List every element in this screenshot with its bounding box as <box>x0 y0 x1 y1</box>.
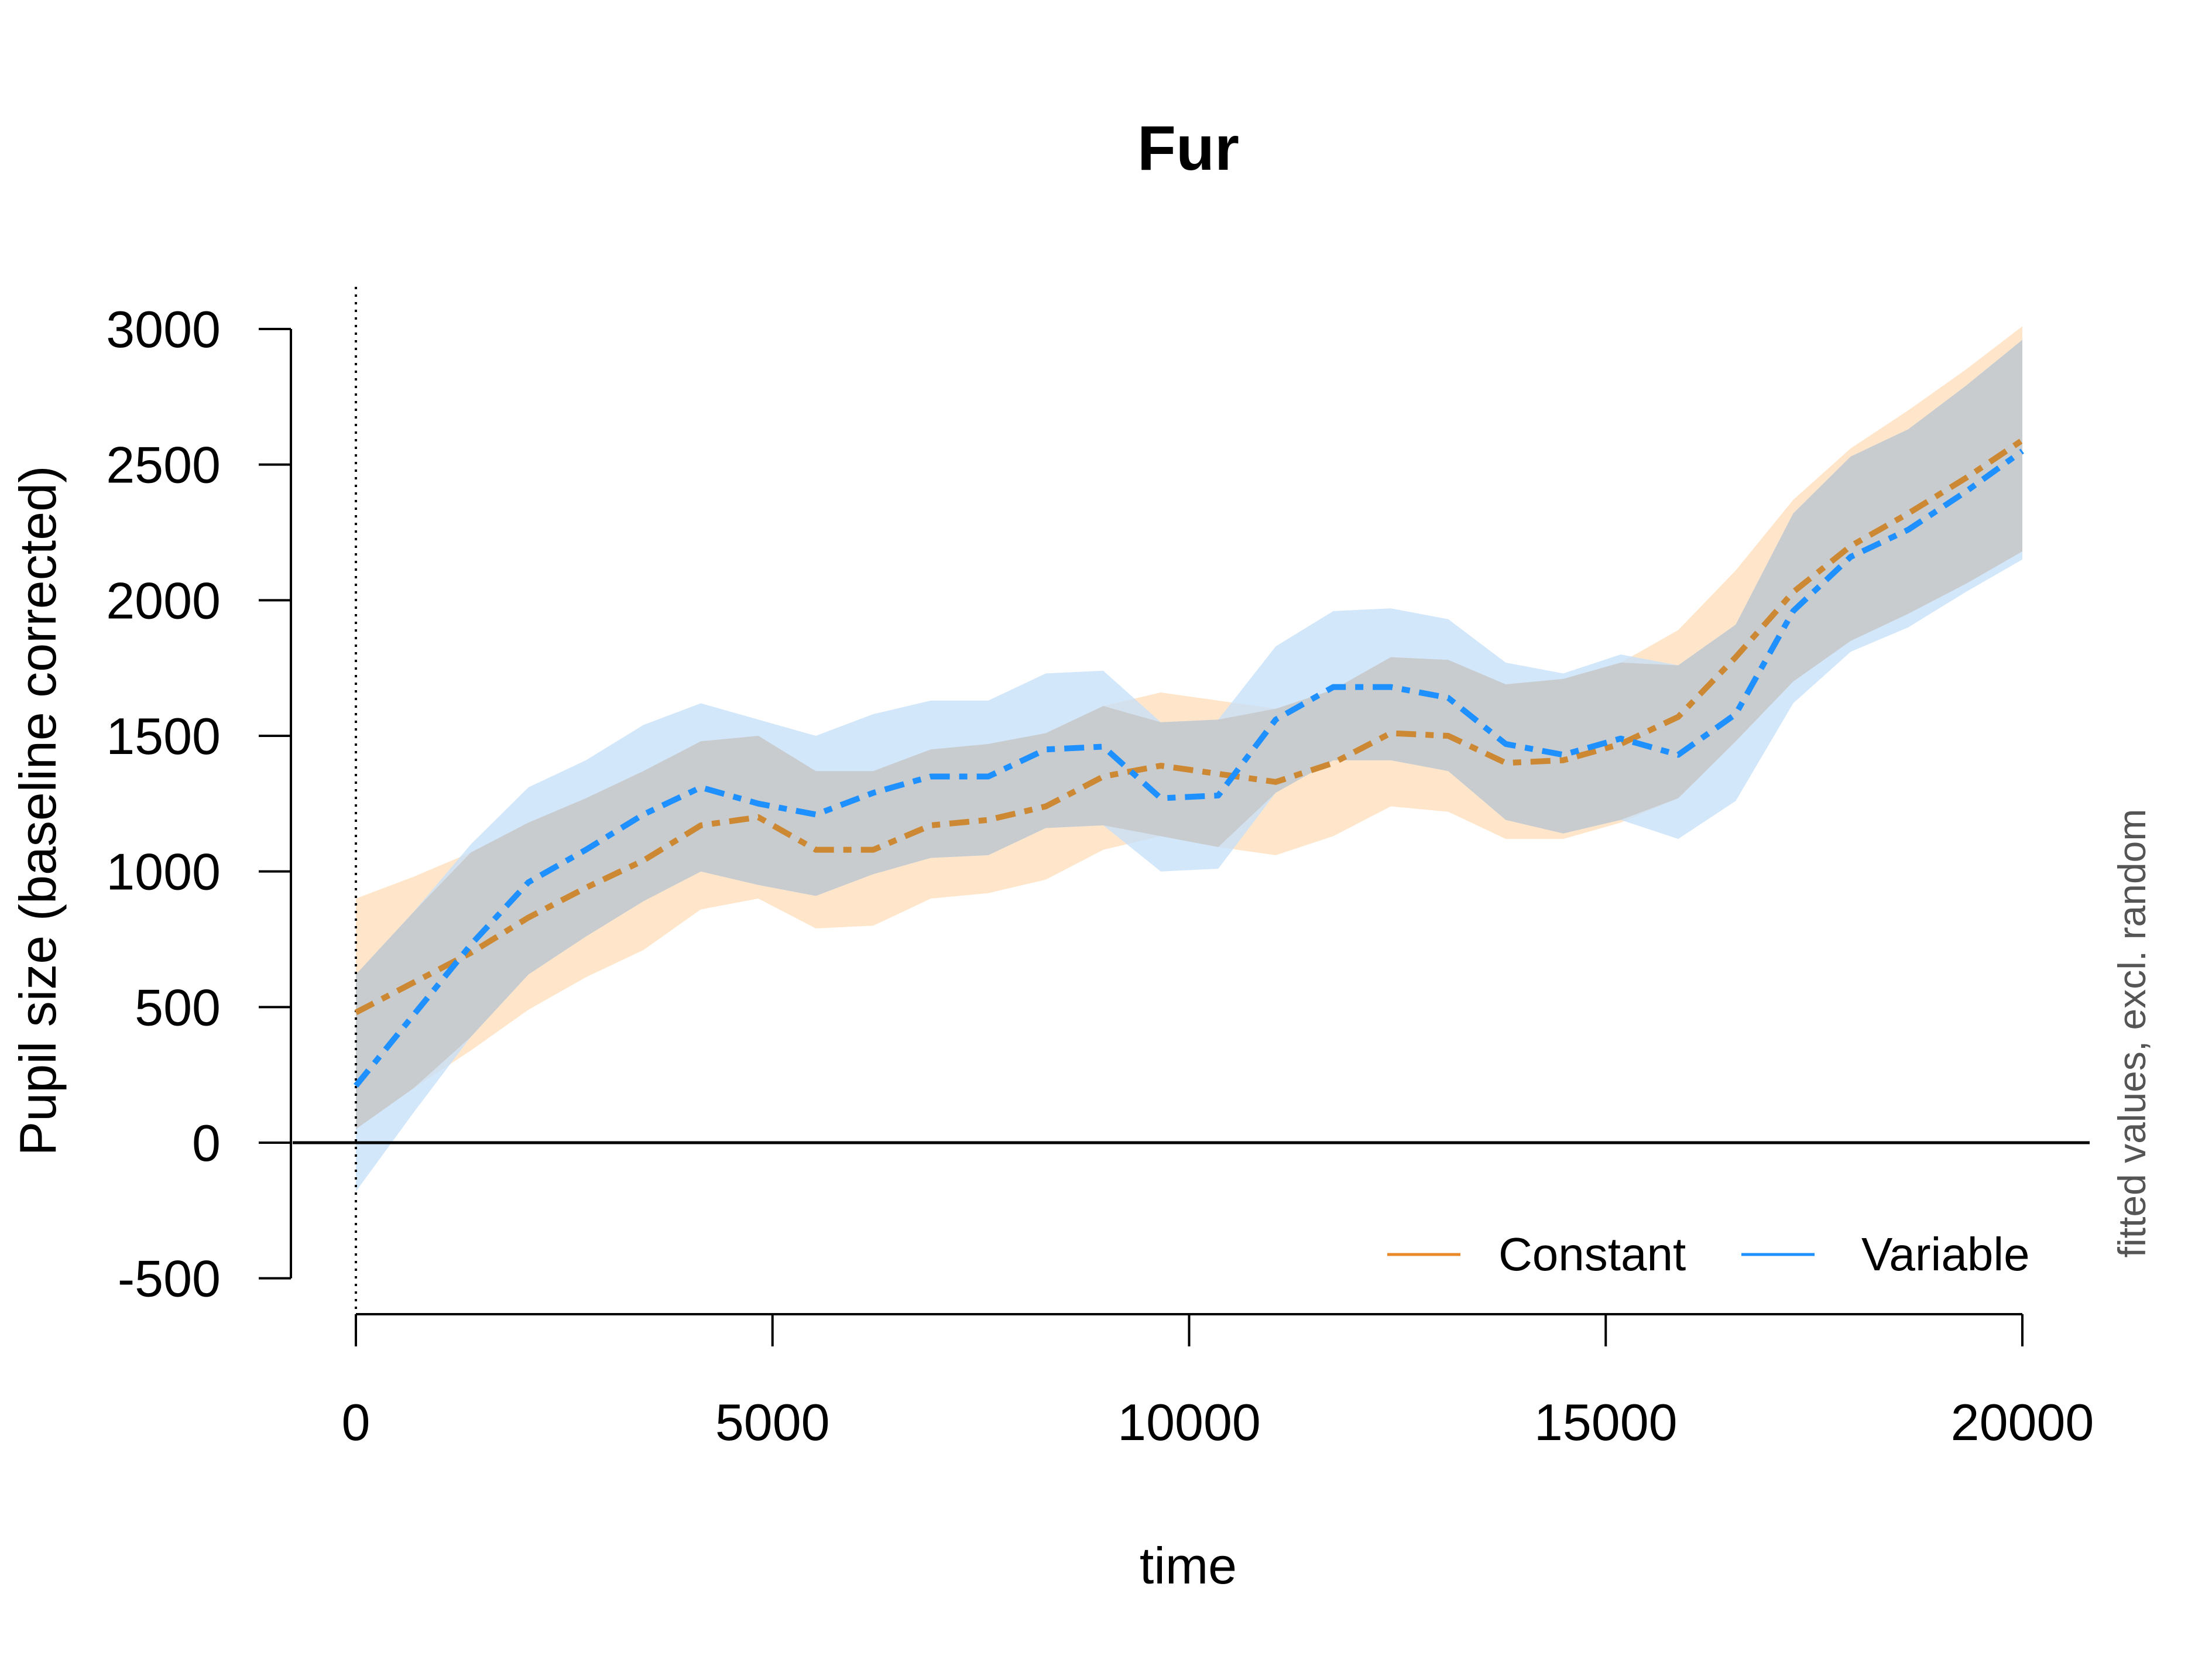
x-tick-label: 0 <box>342 1393 371 1451</box>
y-tick-label: 2500 <box>106 436 221 494</box>
y-tick-label: 0 <box>192 1114 221 1172</box>
reference-lines <box>293 287 2090 1314</box>
y-axis-label: Pupil size (baseline corrected) <box>9 466 67 1156</box>
legend-label-constant: Constant <box>1498 1228 1686 1280</box>
legend-label-variable: Variable <box>1861 1228 2030 1280</box>
x-tick-label: 15000 <box>1534 1393 1678 1451</box>
y-tick-label: -500 <box>118 1250 221 1308</box>
fitted-values-note: fitted values, excl. random <box>2110 809 2153 1258</box>
y-tick-label: 1500 <box>106 707 221 765</box>
chart-title: Fur <box>1137 112 1239 183</box>
x-tick-label: 20000 <box>1951 1393 2094 1451</box>
line-variable <box>354 448 2024 1088</box>
confidence-bands <box>356 326 2022 1192</box>
line-constant <box>354 437 2024 1016</box>
y-tick-label: 1000 <box>106 843 221 901</box>
legend: Constant Variable <box>1387 1228 2030 1280</box>
y-tick-label: 2000 <box>106 571 221 629</box>
band-overlap <box>356 340 2022 1129</box>
x-tick-label: 10000 <box>1117 1393 1261 1451</box>
y-tick-label: 500 <box>135 978 221 1036</box>
axes: -500 0 500 1000 1500 2000 2500 3000 0 5000 10000 15… <box>106 300 2094 1451</box>
x-axis-label: time <box>1140 1537 1237 1595</box>
series-lines <box>354 437 2024 1088</box>
x-tick-label: 5000 <box>715 1393 830 1451</box>
y-tick-label: 3000 <box>106 300 221 358</box>
